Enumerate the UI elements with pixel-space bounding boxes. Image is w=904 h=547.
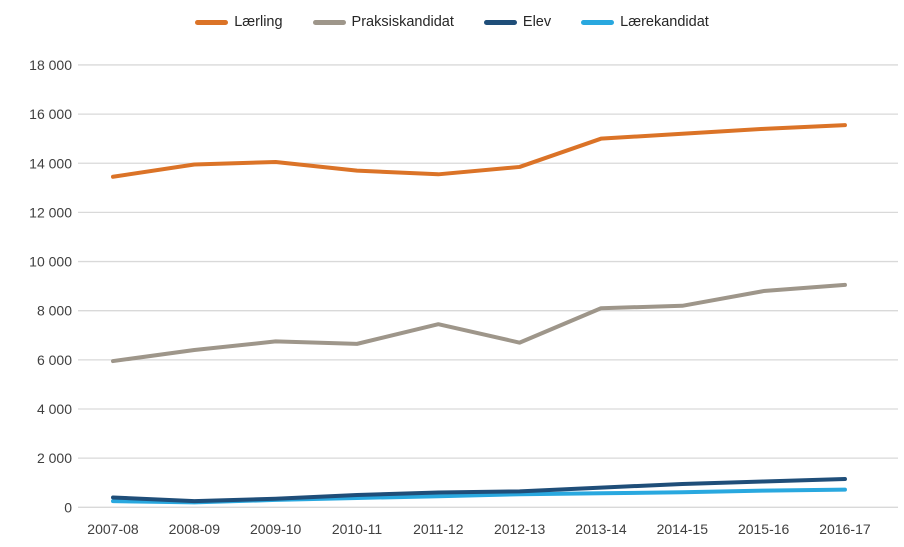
y-tick-label: 14 000 xyxy=(29,155,72,171)
legend-item-elev: Elev xyxy=(483,13,552,30)
x-tick-label: 2010-11 xyxy=(332,521,383,537)
series-line-lærling xyxy=(111,123,847,179)
x-tick-label: 2012-13 xyxy=(494,521,546,537)
y-tick-label: 10 000 xyxy=(29,254,72,270)
legend-swatch-lærling xyxy=(195,19,229,25)
y-tick-label: 12 000 xyxy=(29,204,72,220)
x-tick-label: 2007-08 xyxy=(87,521,139,537)
legend-item-lærling: Lærling xyxy=(195,13,283,30)
x-tick-label: 2015-16 xyxy=(738,521,790,537)
legend-item-praksiskandidat: Praksiskandidat xyxy=(312,13,454,30)
legend-label: Praksiskandidat xyxy=(351,13,454,30)
x-tick-label: 2016-17 xyxy=(819,521,871,537)
series-line-praksiskandidat xyxy=(111,282,847,364)
y-tick-label: 18 000 xyxy=(29,57,72,73)
legend-swatch-elev xyxy=(483,19,517,25)
chart-legend: Lærling Praksiskandidat Elev Lærekandidat xyxy=(0,9,904,35)
x-tick-label: 2008-09 xyxy=(169,521,221,537)
x-tick-label: 2011-12 xyxy=(413,521,464,537)
legend-label: Lærling xyxy=(234,13,283,30)
legend-swatch-praksiskandidat xyxy=(312,19,346,25)
legend-label: Elev xyxy=(522,13,552,30)
y-tick-label: 6 000 xyxy=(37,352,72,368)
legend-label: Lærekandidat xyxy=(620,13,709,30)
x-tick-label: 2014-15 xyxy=(657,521,709,537)
x-tick-label: 2013-14 xyxy=(575,521,627,537)
y-tick-label: 2 000 xyxy=(37,450,72,466)
legend-item-lærekandidat: Lærekandidat xyxy=(581,15,709,30)
y-tick-label: 4 000 xyxy=(37,401,72,417)
y-tick-label: 8 000 xyxy=(37,303,72,319)
y-tick-label: 16 000 xyxy=(29,106,72,122)
series-line-elev xyxy=(111,477,847,504)
x-tick-label: 2009-10 xyxy=(250,521,302,537)
y-tick-label: 0 xyxy=(64,499,72,515)
legend-swatch-lærekandidat xyxy=(581,19,615,25)
